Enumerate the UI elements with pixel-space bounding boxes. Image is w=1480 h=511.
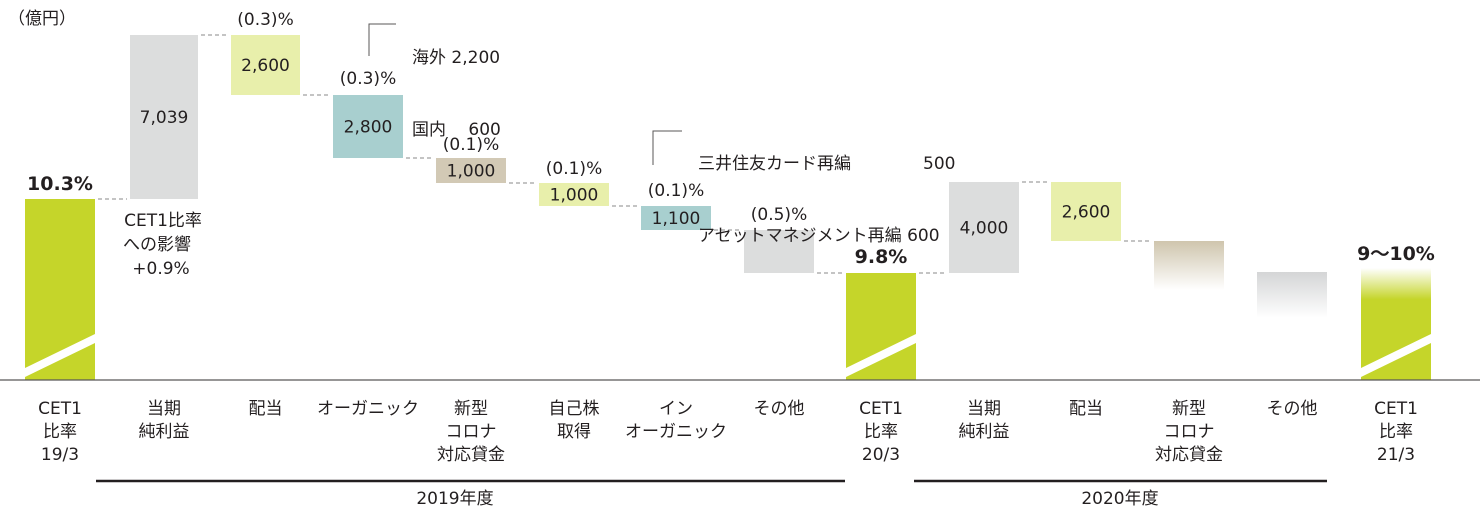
ratio-label-cet1_20: 9.8% (855, 246, 908, 268)
bar-amount-inorg_19: 1,100 (652, 209, 701, 229)
category-label-cet1_19: CET1 (38, 399, 82, 419)
category-label-corona_19: 新型 (454, 399, 488, 419)
bar-corona_20 (1154, 241, 1224, 290)
bar-cet1_21 (1361, 268, 1431, 380)
bar-stripe-cet1_19 (25, 334, 95, 377)
connector-lines (98, 23, 1151, 274)
bar-cet1_19 (25, 199, 95, 380)
ratio-label-org_19: (0.3)% (340, 69, 396, 89)
bar-amount-div_19: 2,600 (241, 56, 290, 76)
group-label-2019: 2019年度 (416, 489, 493, 509)
group-label-2020: 2020年度 (1081, 489, 1158, 509)
category-label-np_19: 当期 (147, 399, 181, 419)
category-label-cet1_20: 比率 (864, 422, 898, 442)
bar-org_19 (333, 95, 403, 158)
category-label-org_19: オーガニック (317, 399, 419, 419)
category-label-div_20: 配当 (1069, 399, 1103, 419)
bar-amount-np_20: 4,000 (960, 219, 1009, 239)
category-label-corona_20: 対応貸金 (1155, 445, 1223, 465)
category-label-buyback_19: 取得 (557, 422, 591, 442)
bar-amount-org_19: 2,800 (344, 118, 393, 138)
category-label-buyback_19: 自己株 (549, 399, 600, 419)
labels: 10.3% 7,039 2,600 (0.3)% 2,800 (0.3)% 1,000 (0.… (27, 10, 1435, 509)
bar-amount-buyback_19: 1,000 (550, 186, 599, 206)
bar-buyback_19 (539, 183, 609, 206)
category-label-np_19: 純利益 (139, 422, 190, 442)
category-label-cet1_21: 21/3 (1377, 445, 1415, 465)
bar-other_20 (1257, 272, 1327, 318)
category-label-div_19: 配当 (249, 399, 283, 419)
bar-np_19 (130, 35, 198, 199)
callout-line-organic (368, 23, 396, 56)
category-label-inorg_19: オーガニック (625, 422, 727, 442)
callout-line-inorganic (652, 130, 682, 165)
bar-amount-np_19: 7,039 (140, 108, 189, 128)
bar-amount-div_20: 2,600 (1062, 203, 1111, 223)
category-label-np_20: 当期 (967, 399, 1001, 419)
bar-corona_19 (436, 158, 506, 183)
category-label-cet1_20: 20/3 (862, 445, 900, 465)
bar-amount-corona_19: 1,000 (447, 162, 496, 182)
bars (25, 35, 1431, 380)
bar-div_19 (231, 35, 300, 95)
category-label-inorg_19: イン (659, 399, 693, 419)
annotation-inorganic-breakdown: 三井住友カード再編 500 アセットマネジメント再編 600 (698, 154, 956, 246)
ratio-label-buyback_19: (0.1)% (546, 159, 602, 179)
bar-np_20 (949, 182, 1019, 273)
impact-label-line2: への影響 (123, 235, 191, 255)
category-label-np_20: 純利益 (959, 422, 1010, 442)
category-label-other_20: その他 (1267, 399, 1318, 419)
bar-cet1_20 (846, 273, 916, 380)
ratio-label-other_19: (0.5)% (751, 205, 807, 225)
category-label-cet1_21: 比率 (1379, 422, 1413, 442)
category-label-cet1_21: CET1 (1374, 399, 1418, 419)
ratio-label-inorg_19: (0.1)% (648, 181, 704, 201)
impact-label-line1: CET1比率 (124, 211, 202, 231)
category-label-other_19: その他 (754, 399, 805, 419)
unit-label: （億円） (8, 9, 76, 29)
ratio-label-corona_19: (0.1)% (443, 135, 499, 155)
category-label-corona_20: 新型 (1172, 399, 1206, 419)
category-label-cet1_20: CET1 (859, 399, 903, 419)
category-label-cet1_19: 19/3 (41, 445, 79, 465)
bar-stripe-cet1_20 (846, 334, 916, 377)
category-label-corona_19: 対応貸金 (437, 445, 505, 465)
annotation-organic-breakdown: 海外 2,200 国内 600 (412, 48, 501, 140)
category-label-corona_19: コロナ (446, 422, 497, 442)
ratio-label-np_19: +0.9% (132, 259, 189, 279)
bar-div_20 (1051, 182, 1121, 241)
bar-stripe-cet1_21 (1361, 334, 1431, 377)
category-label-cet1_19: 比率 (43, 422, 77, 442)
ratio-label-div_19: (0.3)% (237, 10, 293, 30)
ratio-label-cet1_19: 10.3% (27, 173, 93, 195)
ratio-label-cet1_21: 9〜10% (1357, 243, 1435, 265)
category-label-corona_20: コロナ (1164, 422, 1215, 442)
bar-inorg_19 (641, 206, 711, 230)
bar-other_19 (744, 230, 814, 273)
